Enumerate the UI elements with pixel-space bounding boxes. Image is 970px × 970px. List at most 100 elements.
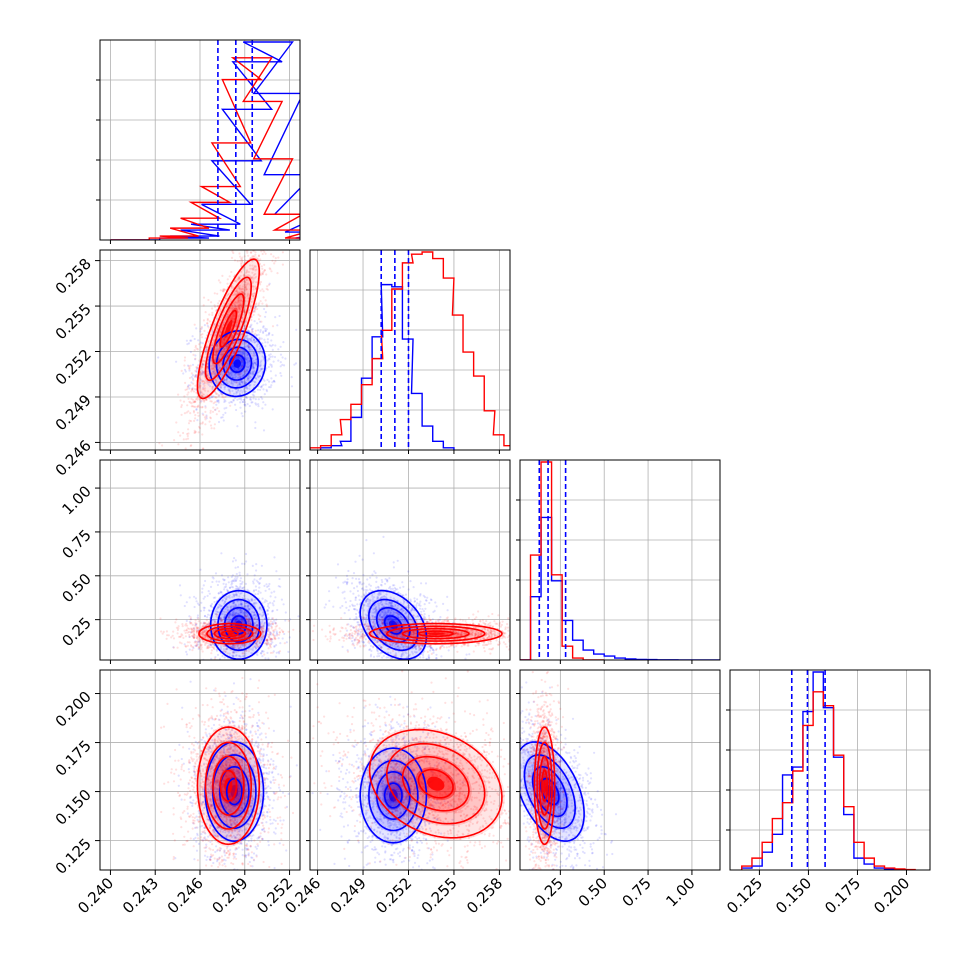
- scatter-point: [269, 267, 271, 269]
- histogram-panel-4: [726, 670, 930, 870]
- scatter-point: [203, 598, 205, 600]
- scatter-point: [266, 389, 268, 391]
- scatter-point: [254, 421, 256, 423]
- scatter-point: [190, 444, 192, 446]
- scatter-point: [242, 587, 244, 589]
- scatter-point: [268, 672, 270, 674]
- scatter-point: [229, 405, 231, 407]
- scatter-point: [239, 679, 241, 681]
- scatter-point: [255, 306, 257, 308]
- scatter-point: [270, 595, 272, 597]
- scatter-point: [253, 314, 255, 316]
- scatter-point: [283, 633, 285, 635]
- scatter-point: [187, 428, 189, 430]
- scatter-point: [226, 589, 228, 591]
- scatter-point: [220, 591, 222, 593]
- scatter-point: [267, 613, 269, 615]
- scatter-point: [256, 334, 258, 336]
- scatter-point: [170, 483, 172, 485]
- scatter-point: [228, 667, 230, 669]
- scatter-point: [209, 320, 211, 322]
- scatter-point: [242, 415, 244, 417]
- scatter-point: [223, 401, 225, 403]
- scatter-point: [246, 686, 248, 688]
- scatter-point: [239, 665, 241, 667]
- scatter-point: [158, 442, 160, 444]
- scatter-point: [237, 260, 239, 262]
- scatter-point: [223, 379, 225, 381]
- scatter-point: [223, 583, 225, 585]
- scatter-point: [218, 581, 220, 583]
- scatter-point: [268, 647, 270, 649]
- scatter-point: [244, 247, 246, 249]
- scatter-point: [244, 255, 246, 257]
- scatter-point: [237, 576, 239, 578]
- scatter-point: [197, 339, 199, 341]
- scatter-point: [254, 309, 256, 311]
- scatter-point: [158, 514, 160, 516]
- scatter-point: [260, 386, 262, 388]
- scatter-point: [246, 573, 248, 575]
- scatter-point: [219, 281, 221, 283]
- scatter-point: [234, 576, 236, 578]
- scatter-point: [232, 652, 234, 654]
- scatter-point: [198, 343, 200, 345]
- scatter-point: [213, 402, 215, 404]
- scatter-point: [254, 320, 256, 322]
- scatter-point: [291, 385, 293, 387]
- scatter-point: [263, 325, 265, 327]
- scatter-point: [262, 388, 264, 390]
- scatter-point: [196, 641, 198, 643]
- scatter-point: [279, 650, 281, 652]
- scatter-point: [215, 616, 217, 618]
- scatter-point: [184, 382, 186, 384]
- scatter-point: [251, 401, 253, 403]
- scatter-point: [192, 335, 194, 337]
- scatter-point: [190, 365, 192, 367]
- scatter-point: [254, 254, 256, 256]
- scatter-point: [279, 372, 281, 374]
- scatter-point: [224, 412, 226, 414]
- scatter-point: [275, 218, 277, 220]
- scatter-point: [235, 671, 237, 673]
- scatter-point: [183, 364, 185, 366]
- scatter-point: [253, 690, 255, 692]
- scatter-point: [166, 630, 168, 632]
- scatter-point: [234, 665, 236, 667]
- scatter-point: [189, 384, 191, 386]
- scatter-point: [203, 330, 205, 332]
- scatter-point: [262, 229, 264, 231]
- scatter-point: [199, 423, 201, 425]
- scatter-point: [198, 604, 200, 606]
- scatter-point: [184, 412, 186, 414]
- scatter-point: [204, 416, 206, 418]
- scatter-point: [261, 243, 263, 245]
- scatter-point: [263, 296, 265, 298]
- scatter-point: [206, 662, 208, 664]
- scatter-point: [237, 645, 239, 647]
- scatter-point: [284, 619, 286, 621]
- scatter-point: [179, 641, 181, 643]
- scatter-point: [252, 580, 254, 582]
- scatter-point: [256, 308, 258, 310]
- scatter-point: [194, 431, 196, 433]
- scatter-point: [236, 647, 238, 649]
- scatter-point: [209, 667, 211, 669]
- scatter-point: [200, 648, 202, 650]
- scatter-point: [212, 407, 214, 409]
- scatter-point: [273, 646, 275, 648]
- scatter-point: [263, 653, 265, 655]
- scatter-point: [262, 665, 264, 667]
- scatter-point: [284, 642, 286, 644]
- scatter-point: [278, 218, 280, 220]
- scatter-point: [197, 617, 199, 619]
- scatter-point: [259, 283, 261, 285]
- scatter-point: [195, 327, 197, 329]
- scatter-point: [270, 384, 272, 386]
- scatter-point: [278, 578, 280, 580]
- scatter-point: [220, 393, 222, 395]
- scatter-point: [255, 563, 257, 565]
- scatter-point: [184, 645, 186, 647]
- scatter-point: [263, 290, 265, 292]
- scatter-point: [264, 664, 266, 666]
